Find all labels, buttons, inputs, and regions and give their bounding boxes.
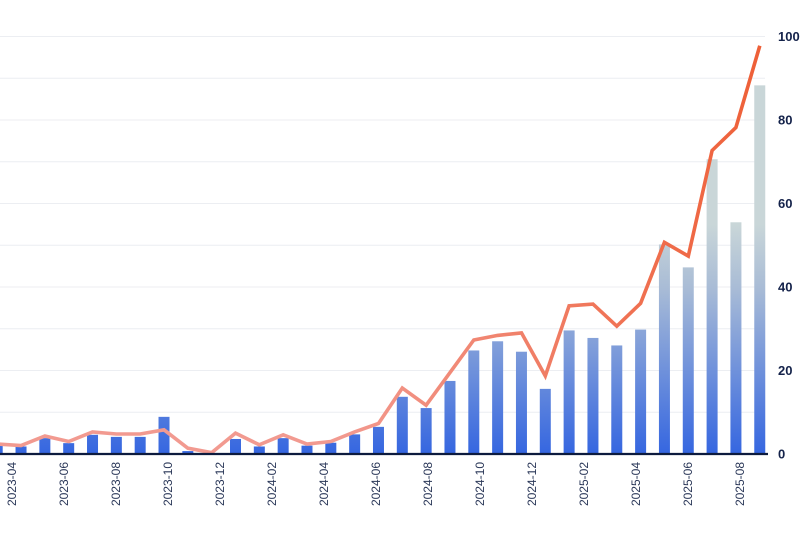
bar-2025-08 [730,222,742,454]
bar-series [0,85,766,454]
bar-2023-06 [110,436,122,454]
bar-2025-03 [611,345,623,454]
x-tick-label: 2024-04 [317,462,331,506]
x-tick-label: 2023-04 [5,462,19,506]
x-tick-label: 2023-06 [57,462,71,506]
gridlines [0,36,765,413]
line-series [0,45,762,455]
x-tick-label: 2023-10 [161,462,175,506]
x-tick-label: 2024-10 [473,462,487,506]
bar-2024-09 [468,350,480,454]
y-tick-label: 100 [778,29,800,44]
x-tick-label: 2023-08 [109,462,123,506]
x-axis-ticks: 2023-04 2023-06 2023-08 2023-10 2023-12 2024-… [5,462,747,506]
bar-2025-07 [706,159,718,454]
bar-2023-08 [158,416,170,454]
y-tick-label: 60 [778,196,792,211]
bar-2025-04 [635,329,647,454]
bar-2024-02 [301,445,313,454]
x-tick-label: 2025-02 [577,462,591,506]
bar-2023-04 [63,443,75,454]
bar-2024-08 [444,380,456,454]
bar-2024-11 [515,351,527,454]
bar-2024-05 [372,426,384,454]
bar-2024-10 [492,341,504,454]
x-tick-label: 2025-08 [733,462,747,506]
bar-2023-05 [87,434,99,454]
bar-2024-04 [349,434,361,454]
x-tick-label: 2025-06 [681,462,695,506]
bar-2023-12 [253,446,265,454]
x-tick-label: 2023-12 [213,462,227,506]
bar-2024-12 [539,388,551,454]
y-tick-label: 20 [778,363,792,378]
x-tick-label: 2024-12 [525,462,539,506]
bar-2023-01 [0,445,3,454]
x-tick-label: 2024-06 [369,462,383,506]
bar-2025-05 [658,244,670,454]
x-tick-label: 2025-04 [629,462,643,506]
y-tick-label: 80 [778,113,792,128]
bar-2023-11 [230,438,241,454]
y-axis-ticks: 0 20 40 60 80 100 [778,29,800,462]
bar-2025-02 [587,337,599,454]
bar-2024-01 [277,438,289,454]
x-tick-label: 2024-02 [265,462,279,506]
bar-2024-03 [325,442,337,454]
bar-2023-09 [182,451,194,454]
bar-2023-07 [134,436,146,454]
y-tick-label: 0 [778,447,785,462]
bar-2024-06 [396,396,408,454]
bar-2025-09 [754,85,766,454]
bar-2024-07 [420,408,432,454]
y-tick-label: 40 [778,280,792,295]
bar-2023-02 [15,446,27,454]
bar-2025-01 [563,330,575,454]
bar-2023-03 [39,438,51,454]
line-path [0,45,762,455]
x-tick-label: 2024-08 [421,462,435,506]
bar-2025-06 [682,267,694,454]
